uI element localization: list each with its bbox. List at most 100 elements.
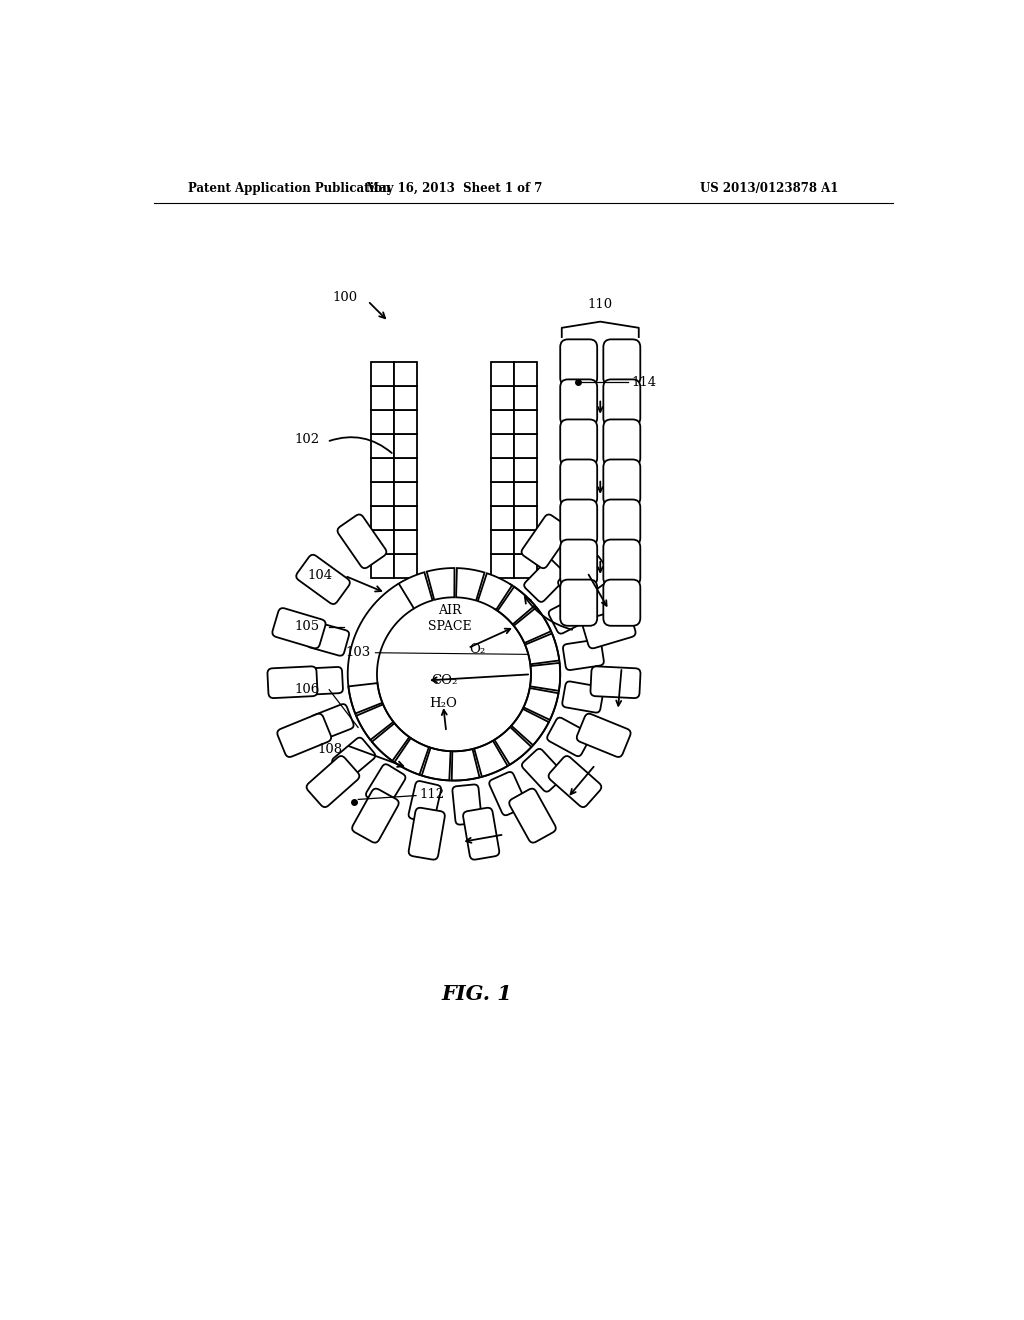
Text: 114: 114 — [632, 376, 657, 389]
Polygon shape — [530, 663, 560, 690]
Polygon shape — [498, 586, 535, 624]
FancyBboxPatch shape — [306, 756, 359, 807]
Bar — [490, 531, 514, 554]
Text: 108: 108 — [317, 743, 342, 756]
FancyBboxPatch shape — [352, 788, 398, 842]
Polygon shape — [422, 747, 451, 780]
FancyBboxPatch shape — [521, 515, 570, 568]
Bar — [394, 387, 417, 411]
Polygon shape — [478, 573, 512, 610]
Bar — [394, 434, 417, 458]
Text: 100: 100 — [333, 290, 357, 304]
FancyBboxPatch shape — [307, 622, 349, 656]
Bar — [371, 411, 394, 434]
FancyBboxPatch shape — [547, 718, 591, 756]
FancyBboxPatch shape — [558, 554, 611, 605]
Bar — [371, 458, 394, 482]
FancyBboxPatch shape — [278, 714, 331, 758]
Polygon shape — [511, 709, 549, 746]
Bar — [514, 387, 538, 411]
Bar — [371, 482, 394, 506]
FancyBboxPatch shape — [272, 609, 326, 648]
Bar — [394, 482, 417, 506]
Polygon shape — [514, 607, 551, 643]
Bar — [371, 506, 394, 531]
Bar — [394, 506, 417, 531]
FancyBboxPatch shape — [463, 808, 500, 859]
FancyBboxPatch shape — [560, 420, 597, 466]
Bar — [514, 554, 538, 578]
Text: 112: 112 — [420, 788, 445, 800]
Bar — [371, 434, 394, 458]
Bar — [394, 411, 417, 434]
Text: AIR
SPACE: AIR SPACE — [428, 605, 472, 634]
Bar — [514, 363, 538, 387]
Text: 104: 104 — [307, 569, 333, 582]
Polygon shape — [394, 738, 429, 775]
FancyBboxPatch shape — [409, 781, 441, 822]
Bar — [490, 434, 514, 458]
FancyBboxPatch shape — [560, 339, 597, 385]
Polygon shape — [456, 568, 484, 601]
Text: 102: 102 — [294, 433, 319, 446]
Bar — [490, 458, 514, 482]
Text: Patent Application Publication: Patent Application Publication — [188, 182, 391, 194]
Bar — [490, 387, 514, 411]
FancyBboxPatch shape — [296, 554, 350, 605]
FancyBboxPatch shape — [560, 540, 597, 586]
Text: 105: 105 — [294, 620, 319, 634]
Bar — [490, 482, 514, 506]
Text: FIG. 1: FIG. 1 — [441, 983, 512, 1003]
Text: 106: 106 — [294, 684, 319, 696]
FancyBboxPatch shape — [603, 379, 640, 425]
FancyBboxPatch shape — [489, 772, 526, 816]
FancyBboxPatch shape — [549, 756, 601, 807]
Text: O₂: O₂ — [469, 643, 485, 656]
Bar — [394, 363, 417, 387]
FancyBboxPatch shape — [603, 459, 640, 506]
FancyBboxPatch shape — [453, 784, 481, 825]
Polygon shape — [427, 568, 455, 599]
FancyBboxPatch shape — [603, 499, 640, 545]
Bar — [514, 531, 538, 554]
FancyBboxPatch shape — [603, 579, 640, 626]
Bar — [514, 411, 538, 434]
FancyBboxPatch shape — [583, 609, 636, 648]
FancyBboxPatch shape — [603, 339, 640, 385]
FancyBboxPatch shape — [310, 704, 353, 741]
FancyBboxPatch shape — [524, 560, 566, 602]
Bar — [514, 434, 538, 458]
Text: CO₂: CO₂ — [431, 675, 458, 686]
Bar — [490, 554, 514, 578]
Bar — [394, 531, 417, 554]
Text: 110: 110 — [588, 298, 612, 312]
FancyBboxPatch shape — [603, 540, 640, 586]
FancyBboxPatch shape — [560, 579, 597, 626]
FancyBboxPatch shape — [366, 764, 406, 808]
FancyBboxPatch shape — [303, 667, 343, 694]
FancyBboxPatch shape — [591, 667, 640, 698]
FancyBboxPatch shape — [577, 714, 631, 758]
Bar — [371, 531, 394, 554]
Bar — [514, 458, 538, 482]
Polygon shape — [372, 723, 410, 760]
Polygon shape — [348, 682, 382, 714]
FancyBboxPatch shape — [560, 459, 597, 506]
FancyBboxPatch shape — [563, 639, 604, 671]
FancyBboxPatch shape — [267, 667, 317, 698]
Bar — [394, 554, 417, 578]
FancyBboxPatch shape — [409, 808, 444, 859]
FancyBboxPatch shape — [522, 748, 564, 792]
Bar — [394, 458, 417, 482]
Text: May 16, 2013  Sheet 1 of 7: May 16, 2013 Sheet 1 of 7 — [366, 182, 542, 194]
FancyBboxPatch shape — [603, 420, 640, 466]
FancyBboxPatch shape — [332, 738, 375, 779]
Bar — [490, 363, 514, 387]
Polygon shape — [523, 688, 558, 719]
FancyBboxPatch shape — [509, 788, 556, 842]
Bar — [514, 482, 538, 506]
Polygon shape — [495, 727, 531, 764]
Bar — [371, 387, 394, 411]
Bar — [514, 506, 538, 531]
FancyBboxPatch shape — [560, 379, 597, 425]
